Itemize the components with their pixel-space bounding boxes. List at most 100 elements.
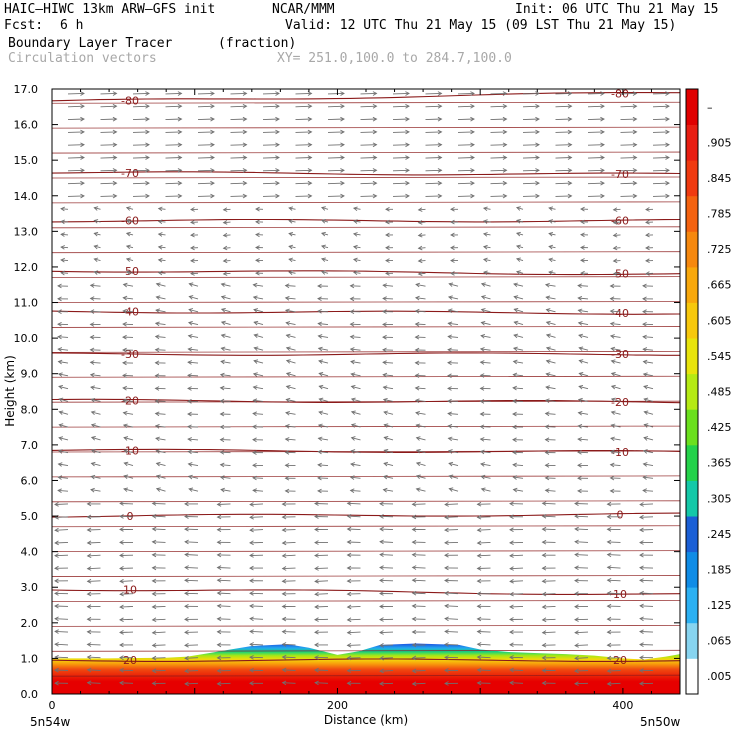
- circulation-vector: [252, 437, 264, 443]
- circulation-vector: [122, 282, 134, 288]
- x-right-endpoint: 5n50w: [640, 715, 681, 729]
- circulation-vector: [284, 475, 296, 481]
- temperature-contour: [52, 92, 680, 102]
- circulation-vector: [643, 397, 654, 403]
- circulation-vector: [190, 232, 199, 238]
- circulation-vector: [425, 103, 443, 109]
- circulation-vector: [577, 295, 589, 301]
- circulation-vector: [184, 514, 199, 519]
- circulation-vector: [155, 295, 166, 300]
- circulation-vector: [187, 320, 199, 326]
- circulation-vector: [476, 578, 491, 584]
- circulation-vector: [350, 462, 361, 467]
- circulation-vector: [252, 475, 264, 481]
- circulation-vector: [476, 501, 491, 507]
- circulation-vector: [620, 116, 638, 122]
- circulation-vector: [642, 309, 654, 314]
- circulation-vector: [184, 578, 199, 583]
- circulation-vector: [544, 437, 556, 443]
- circulation-vector: [513, 320, 524, 326]
- circulation-vector: [86, 667, 101, 673]
- temperature-contour: [52, 624, 680, 627]
- circulation-vector: [86, 578, 101, 584]
- circulation-vector: [350, 436, 361, 441]
- circulation-vector: [352, 232, 361, 237]
- circulation-vector: [457, 116, 475, 122]
- circulation-vector: [57, 321, 69, 327]
- circulation-vector: [555, 155, 573, 160]
- circulation-vector: [187, 360, 199, 365]
- circulation-vector: [383, 436, 394, 441]
- circulation-vector: [252, 411, 264, 417]
- circulation-vector: [187, 449, 199, 455]
- circulation-vector: [58, 397, 69, 403]
- circulation-vector: [360, 168, 378, 173]
- y-tick-label: 16.0: [14, 119, 39, 132]
- circulation-vector: [392, 91, 410, 96]
- y-tick-label: 12.0: [14, 261, 39, 274]
- circulation-vector: [606, 514, 621, 520]
- circulation-vector: [119, 642, 134, 648]
- circulation-vector: [90, 436, 101, 441]
- colorbar-swatch: [686, 195, 698, 232]
- circulation-vector: [346, 591, 361, 597]
- y-tick-label: 15.0: [14, 154, 39, 167]
- colorbar-swatch: [686, 302, 698, 339]
- circulation-vector: [577, 410, 589, 416]
- circulation-vector: [577, 423, 589, 429]
- circulation-vector: [89, 347, 101, 353]
- circulation-vector: [157, 206, 166, 212]
- circulation-vector: [457, 91, 475, 96]
- circulation-vector: [219, 398, 231, 404]
- circulation-vector: [578, 384, 589, 390]
- colorbar-label: .365: [707, 457, 732, 470]
- circulation-vector: [216, 565, 231, 570]
- circulation-vector: [522, 180, 540, 186]
- circulation-vector: [197, 168, 215, 173]
- circulation-vector: [123, 436, 134, 441]
- circulation-vector: [216, 527, 231, 532]
- circulation-vector: [93, 231, 101, 237]
- circulation-vector: [122, 321, 134, 327]
- circulation-vector: [187, 424, 199, 430]
- circulation-vector: [480, 474, 491, 480]
- circulation-vector: [184, 655, 199, 661]
- circulation-vector: [509, 642, 524, 647]
- plot-frame: [51, 88, 681, 695]
- circulation-vector: [555, 142, 573, 148]
- circulation-vector: [151, 617, 166, 623]
- circulation-vector: [119, 617, 134, 623]
- circulation-vector: [490, 91, 508, 96]
- circulation-vector: [476, 654, 491, 660]
- circulation-vector: [385, 258, 394, 263]
- circulation-vector: [555, 129, 573, 135]
- circulation-vector: [220, 320, 231, 326]
- circulation-vector: [219, 385, 231, 391]
- circulation-vector: [414, 360, 426, 366]
- circulation-vector: [642, 321, 654, 327]
- circulation-vector: [411, 552, 426, 558]
- circulation-vector: [606, 552, 621, 558]
- circulation-vector: [119, 514, 134, 519]
- circulation-vector: [544, 282, 556, 288]
- circulation-vector: [642, 334, 654, 340]
- circulation-vector: [190, 245, 199, 251]
- circulation-vector: [509, 629, 524, 635]
- circulation-vector: [249, 591, 264, 596]
- circulation-vector: [188, 308, 199, 313]
- colorbar-label: .905: [707, 136, 732, 149]
- circulation-vector: [447, 436, 459, 442]
- temperature-contour: [52, 171, 680, 176]
- circulation-vector: [184, 668, 199, 674]
- circulation-vector: [155, 308, 166, 313]
- circulation-vector: [190, 219, 199, 225]
- circulation-vector: [639, 655, 654, 660]
- circulation-vector: [281, 514, 296, 520]
- circulation-vector: [612, 207, 621, 212]
- colorbar-swatch: [686, 516, 698, 553]
- circulation-vector: [253, 346, 264, 351]
- circulation-vector: [580, 258, 589, 263]
- circulation-vector: [448, 282, 459, 287]
- colorbar-label: .065: [707, 635, 732, 648]
- contour-label: -60: [611, 215, 629, 228]
